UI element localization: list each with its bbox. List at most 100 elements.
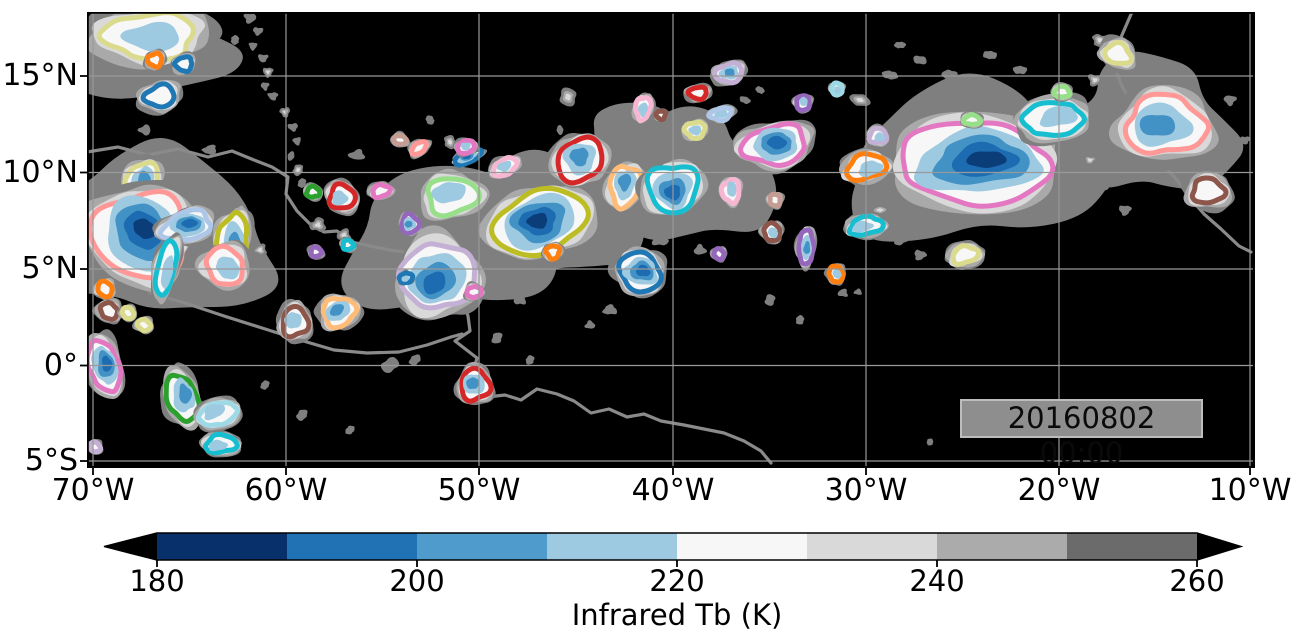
cloud-cluster-shade [404, 220, 413, 228]
cloud-debris [881, 70, 899, 80]
cloud-cluster-contour [340, 237, 357, 252]
cloud-debris [1098, 180, 1112, 191]
cloud-cluster-contour [767, 191, 783, 209]
cloud-debris [525, 355, 535, 365]
cloud-debris [739, 96, 751, 105]
cloud-cluster-shade [179, 383, 193, 404]
cloud-cluster-contour [144, 50, 165, 70]
cloud-cluster-shade [766, 135, 788, 150]
cloud-debris [1239, 136, 1251, 145]
cloud-cluster-shade [423, 271, 446, 295]
cloud-debris [260, 82, 270, 91]
cloud-debris [693, 243, 708, 255]
cloud-debris [252, 27, 264, 36]
coastline [148, 291, 464, 355]
cloud-debris [341, 232, 347, 237]
cloud-debris [983, 50, 997, 60]
cloud-cluster-contour [95, 278, 115, 300]
cloud-debris [296, 409, 308, 421]
colorbar-segment [287, 533, 418, 560]
cloud-debris [755, 86, 765, 94]
cloud-debris [584, 320, 596, 329]
cloud-debris [266, 70, 270, 75]
cloud-cluster-shade [852, 220, 874, 233]
cloud-debris [345, 425, 355, 435]
cloud-cluster-shade [724, 68, 735, 77]
cloud-debris [201, 144, 217, 156]
y-tick-label: 5°S [24, 443, 78, 478]
cloud-debris [795, 314, 805, 325]
cloud-debris [491, 332, 503, 344]
cloud-cluster-contour [1189, 175, 1229, 206]
colorbar-tick-label: 220 [649, 564, 705, 598]
cloud-cluster-contour [543, 243, 563, 262]
cloud-cluster-contour [308, 244, 325, 260]
y-tick-label: 5°N [21, 251, 78, 286]
cloud-debris [1223, 95, 1237, 107]
cloud-cluster-shade [874, 132, 886, 142]
colorbar-tick-label: 200 [389, 564, 445, 598]
cloud-debris [243, 13, 257, 24]
cloud-cluster-shade [966, 151, 1007, 169]
cloud-debris [1092, 78, 1098, 83]
cloud-debris [489, 271, 510, 287]
cloud-cluster-shade [638, 102, 648, 118]
cloud-cluster-contour [685, 84, 709, 102]
cloud-debris [856, 98, 864, 102]
y-tick-label: 10°N [2, 154, 78, 190]
cloud-debris [267, 92, 279, 101]
y-tick-label: 0° [43, 347, 78, 383]
colorbar-under-arrow [104, 533, 157, 560]
cloud-debris [213, 49, 226, 62]
cloud-cluster-contour [960, 112, 984, 127]
cloud-debris [1087, 158, 1093, 162]
colorbar-segment [417, 533, 548, 560]
map-canvas [87, 12, 1255, 468]
cloud-debris [926, 438, 934, 446]
cloud-cluster-shade [663, 184, 681, 201]
cloud-debris [1119, 205, 1132, 216]
x-tick-label: 50°W [437, 473, 521, 508]
cloud-cluster-contour [390, 133, 410, 147]
cloud-cluster-shade [727, 181, 737, 197]
cloud-cluster-contour [1102, 39, 1135, 66]
colorbar-segment [677, 533, 808, 560]
cloud-debris [292, 137, 301, 146]
colorbar-segment [807, 533, 938, 560]
cloud-cluster-contour [370, 182, 393, 201]
cloud-debris [287, 122, 298, 132]
cloud-debris [913, 55, 927, 65]
cloud-cluster-shade [204, 404, 226, 421]
cloud-cluster-shade [799, 96, 808, 106]
cloud-debris [408, 354, 421, 366]
cloud-debris [651, 232, 669, 246]
cloud-cluster-contour [119, 304, 137, 322]
cloud-debris [941, 69, 958, 80]
cloud-cluster-contour [409, 139, 429, 157]
cloud-cluster-shade [462, 154, 472, 160]
cloud-debris [764, 294, 776, 306]
colorbar-over-arrow [1197, 533, 1241, 560]
cloud-cluster-shade [102, 355, 113, 372]
cloud-cluster-shade [569, 147, 589, 167]
cloud-cluster-contour [711, 246, 727, 262]
cloud-cluster-shade [1139, 115, 1176, 136]
cloud-cluster-shade [431, 182, 466, 204]
cloud-cluster-contour [134, 316, 154, 334]
cloud-cluster-shade [209, 439, 229, 452]
colorbar-tick-label: 260 [1169, 564, 1225, 598]
cloud-cluster-contour [1051, 83, 1073, 100]
cloud-debris [314, 222, 321, 228]
colorbar-outline [103, 532, 1244, 561]
cloud-cluster-shade [460, 142, 471, 151]
cloud-cluster-shade [133, 218, 156, 239]
cloud-cluster-contour [653, 108, 669, 123]
cloud-debris [367, 219, 382, 230]
cloud-cluster-contour [140, 81, 177, 110]
cloud-debris [447, 139, 453, 145]
cloud-cluster-shade [160, 255, 174, 289]
cloud-debris [893, 41, 907, 49]
cloud-debris [287, 151, 295, 161]
cloud-cluster-shade [635, 264, 651, 277]
